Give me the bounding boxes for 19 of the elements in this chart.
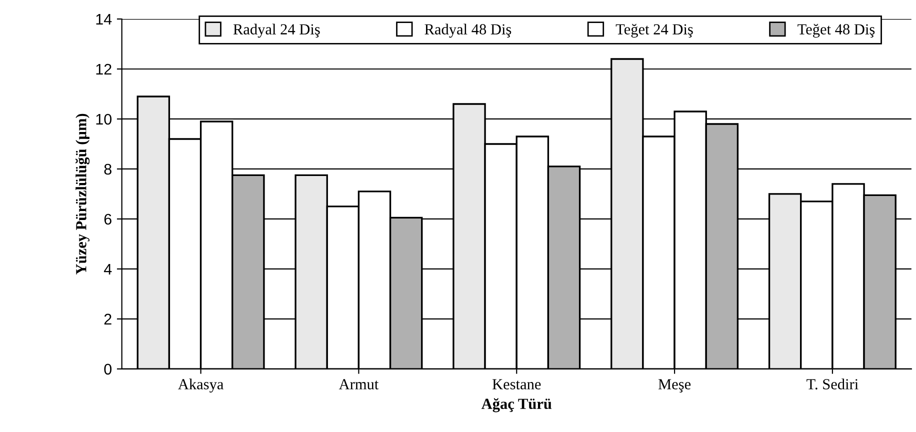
y-tick-label: 2 xyxy=(104,314,112,324)
y-axis-title: Yüzey Pürüzlülüğü (µm) xyxy=(75,114,90,274)
y-tick-label: 10 xyxy=(96,114,112,125)
legend-label: Teğet 24 Diş xyxy=(616,24,693,38)
x-tick-label: Kestane xyxy=(492,379,541,390)
x-tick-label: T. Sediri xyxy=(806,378,858,390)
y-tick-label: 14 xyxy=(96,14,112,25)
x-tick-label: Armut xyxy=(338,379,379,390)
x-tick-label: Akasya xyxy=(178,378,224,393)
y-tick-label: 6 xyxy=(104,214,112,225)
y-tick-label: 4 xyxy=(104,264,112,274)
legend-label: Radyal 24 Diş xyxy=(233,24,320,38)
legend-label: Radyal 48 Diş xyxy=(424,24,512,38)
y-tick-label: 0 xyxy=(104,364,112,375)
legend-label: Teğet 48 Diş xyxy=(798,24,875,38)
x-axis-title: Ağaç Türü xyxy=(481,398,552,412)
y-tick-label: 12 xyxy=(96,64,112,75)
y-tick-label: 8 xyxy=(104,164,112,175)
x-tick-label: Meşe xyxy=(658,379,691,393)
